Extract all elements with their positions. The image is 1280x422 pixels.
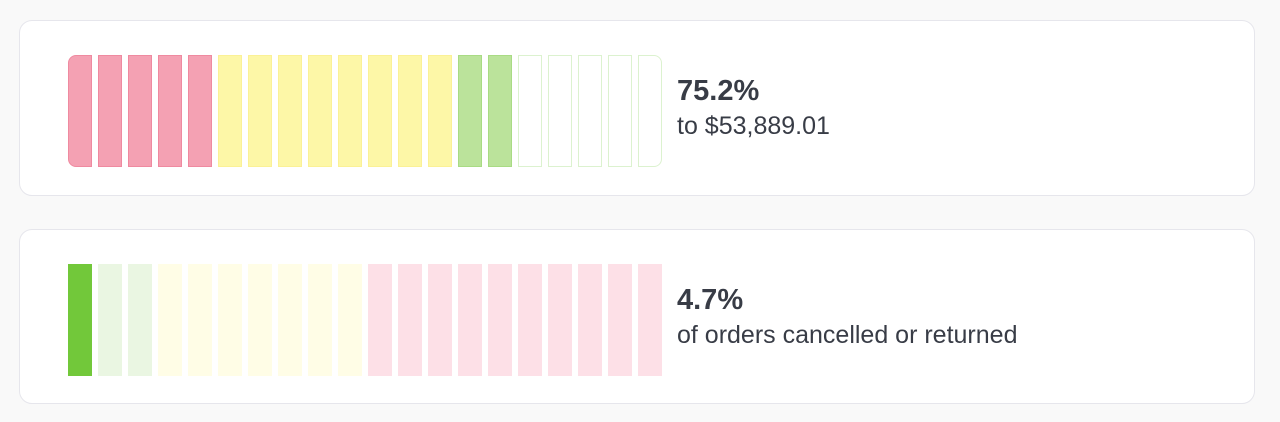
segmented-progress-bar — [68, 55, 662, 167]
progress-segment — [98, 264, 122, 376]
progress-segment — [608, 264, 632, 376]
progress-segment — [398, 55, 422, 167]
progress-segment — [278, 264, 302, 376]
progress-segment — [578, 264, 602, 376]
progress-segment — [218, 264, 242, 376]
progress-segment — [518, 264, 542, 376]
card-info: 75.2% to $53,889.01 — [677, 73, 830, 141]
progress-segment — [368, 55, 392, 167]
progress-segment — [488, 55, 512, 167]
progress-segment — [458, 264, 482, 376]
progress-segment — [578, 55, 602, 167]
progress-segment — [608, 55, 632, 167]
progress-segment — [248, 264, 272, 376]
progress-segment — [428, 264, 452, 376]
progress-segment — [338, 264, 362, 376]
progress-segment — [428, 55, 452, 167]
progress-segment — [68, 264, 92, 376]
progress-segment — [278, 55, 302, 167]
percentage-description: of orders cancelled or returned — [677, 321, 1018, 349]
progress-segment — [188, 264, 212, 376]
progress-segment — [68, 55, 92, 167]
progress-segment — [188, 55, 212, 167]
progress-segment — [368, 264, 392, 376]
progress-segment — [248, 55, 272, 167]
progress-segment — [638, 55, 662, 167]
progress-segment — [128, 55, 152, 167]
progress-segment — [158, 55, 182, 167]
progress-segment — [218, 55, 242, 167]
progress-segment — [638, 264, 662, 376]
progress-segment — [308, 55, 332, 167]
percentage-value: 4.7% — [677, 284, 744, 316]
progress-segment — [458, 55, 482, 167]
progress-segment — [158, 264, 182, 376]
progress-segment — [308, 264, 332, 376]
progress-segment — [488, 264, 512, 376]
progress-segment — [518, 55, 542, 167]
progress-card-revenue: 75.2% to $53,889.01 — [19, 20, 1255, 196]
percentage-value: 75.2% — [677, 75, 760, 107]
progress-segment — [128, 264, 152, 376]
progress-segment — [548, 55, 572, 167]
progress-segment — [398, 264, 422, 376]
segmented-progress-bar — [68, 264, 662, 376]
progress-segment — [548, 264, 572, 376]
progress-segment — [338, 55, 362, 167]
progress-card-cancellations: 4.7% of orders cancelled or returned — [19, 229, 1255, 404]
percentage-description: to $53,889.01 — [677, 112, 830, 140]
card-info: 4.7% of orders cancelled or returned — [677, 282, 1017, 350]
progress-segment — [98, 55, 122, 167]
